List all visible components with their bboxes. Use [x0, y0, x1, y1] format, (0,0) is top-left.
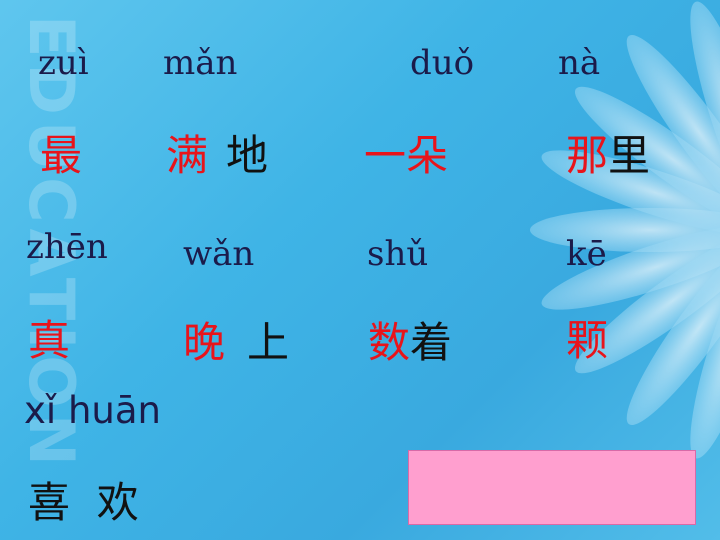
word-mandi: 满地 [166, 135, 268, 177]
pinyin-wan: wǎn [183, 234, 255, 274]
pinyin-zui: zuì [38, 43, 89, 83]
pinyin-shu: shǔ [367, 234, 429, 274]
pinyin-na: nà [558, 43, 601, 83]
char-na: 那 [566, 131, 609, 180]
watermark-text: EDUCATION [15, 15, 78, 472]
pink-box [408, 450, 696, 525]
word-xihuan: 喜 欢 [28, 478, 139, 527]
pinyin-xihuan: xǐ huān [24, 389, 161, 432]
char-shang: 上 [247, 318, 290, 367]
pinyin-duo: duǒ [410, 43, 475, 83]
word-zui: 最 [40, 131, 83, 180]
watermark: EDUCATION [15, 15, 78, 472]
char-di: 地 [226, 131, 269, 180]
word-wanshang: 晚上 [183, 322, 289, 364]
pinyin-ke: kē [566, 234, 607, 274]
word-shuzhe: 数着 [368, 322, 452, 364]
word-nali: 那里 [566, 135, 650, 177]
char-zhe: 着 [410, 318, 453, 367]
word-zhen: 真 [28, 316, 71, 365]
char-man: 满 [166, 131, 209, 180]
word-yiduo: 一朵 [364, 131, 449, 180]
pinyin-man: mǎn [163, 43, 238, 83]
pinyin-zhen: zhēn [26, 227, 108, 267]
word-ke: 颗 [566, 316, 609, 365]
char-wan: 晚 [183, 318, 226, 367]
char-li: 里 [608, 131, 651, 180]
char-shu: 数 [368, 318, 411, 367]
